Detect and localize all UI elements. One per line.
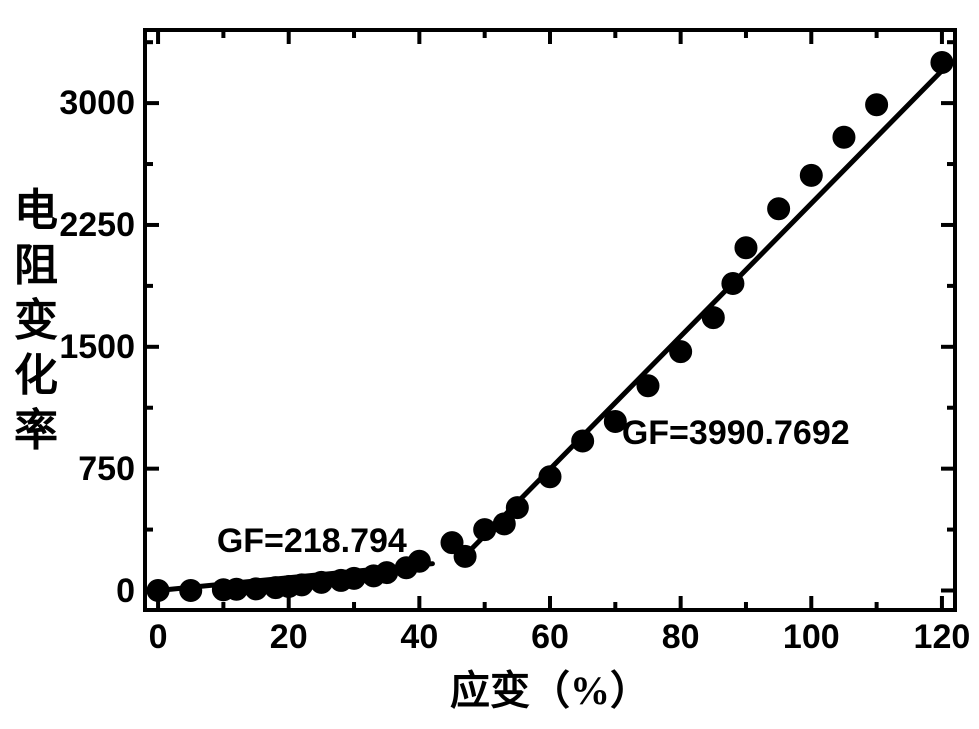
x-tick-label: 80 [641, 618, 721, 657]
y-tick-label: 3000 [25, 84, 135, 123]
x-tick-label: 0 [118, 618, 198, 657]
x-tick-label: 60 [510, 618, 590, 657]
chart-container: 电阻变化率 应变（%） 0204060801001200750150022503… [0, 0, 979, 729]
x-tick-label: 100 [771, 618, 851, 657]
y-tick-label: 750 [25, 450, 135, 489]
x-tick-label: 40 [379, 618, 459, 657]
annotation: GF=3990.7692 [622, 414, 850, 453]
x-axis-label: 应变（%） [145, 658, 955, 716]
y-tick-label: 2250 [25, 206, 135, 245]
y-tick-label: 1500 [25, 328, 135, 367]
x-tick-label: 20 [249, 618, 329, 657]
annotation: GF=218.794 [217, 522, 407, 561]
y-tick-label: 0 [25, 572, 135, 611]
x-tick-label: 120 [902, 618, 979, 657]
